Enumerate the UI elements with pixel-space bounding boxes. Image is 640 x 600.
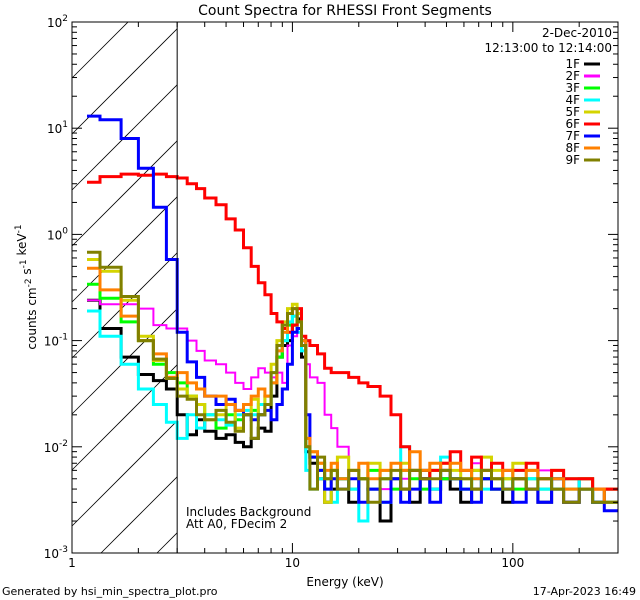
legend-date: 2-Dec-2010 — [542, 26, 612, 40]
hatch-line — [71, 252, 178, 359]
plot-frame — [71, 21, 619, 554]
y-tick-label: 10-3 — [44, 545, 68, 561]
hatch-line — [100, 476, 178, 554]
y-tick-label: 102 — [47, 14, 68, 30]
legend-time-range: 12:13:00 to 12:14:00 — [485, 41, 612, 55]
series-line-9F — [87, 250, 618, 504]
y-tick-label: 100 — [47, 226, 68, 242]
legend-label-2F: 2F — [565, 69, 580, 83]
x-tick-label: 100 — [501, 556, 524, 570]
legend-label-4F: 4F — [565, 93, 580, 107]
hatch-line — [71, 140, 178, 247]
hatch-line — [71, 196, 178, 303]
y-tick-label: 101 — [47, 120, 68, 136]
x-tick-label: 1 — [68, 556, 76, 570]
hatch-line — [71, 21, 129, 79]
hatch-line — [71, 364, 178, 471]
footer-timestamp: 17-Apr-2023 16:49 — [533, 585, 636, 598]
hatch-line — [71, 28, 178, 135]
footer-generated-by: Generated by hsi_min_spectra_plot.pro — [2, 585, 218, 598]
y-tick-label: 10-2 — [44, 439, 68, 455]
x-axis-label: Energy (keV) — [306, 575, 383, 589]
legend-label-3F: 3F — [565, 81, 580, 95]
legend-label-7F: 7F — [565, 129, 580, 143]
hatch-line — [71, 420, 178, 527]
legend-label-5F: 5F — [565, 105, 580, 119]
hatch-line — [71, 308, 178, 415]
legend-label-6F: 6F — [565, 117, 580, 131]
chart-title: Count Spectra for RHESSI Front Segments — [198, 3, 492, 19]
x-tick-label: 10 — [285, 556, 300, 570]
hatched-region — [71, 21, 178, 554]
annotation-attenuator: Att A0, FDecim 2 — [186, 517, 287, 531]
hatch-line — [156, 532, 178, 554]
legend-label-1F: 1F — [565, 57, 580, 71]
y-axis-label: counts cm-2 s-1 keV-1 — [14, 224, 39, 349]
legend-label-8F: 8F — [565, 141, 580, 155]
legend-label-9F: 9F — [565, 153, 580, 167]
annotation-background: Includes Background — [186, 505, 311, 519]
y-tick-label: 10-1 — [44, 333, 68, 349]
